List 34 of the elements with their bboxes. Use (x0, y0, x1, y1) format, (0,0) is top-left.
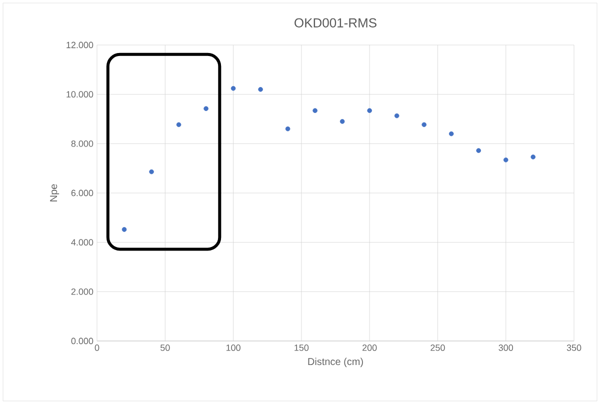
point (149, 169, 154, 174)
x-tick-label: 150 (294, 344, 309, 351)
x-tick-label: 200 (362, 344, 377, 351)
x-tick-label: 50 (160, 344, 170, 351)
y-tick-label: 0.000 (71, 338, 94, 344)
x-tick-label: 350 (566, 344, 582, 351)
point (204, 106, 208, 112)
point (340, 119, 345, 124)
y-tick-label: 6.000 (71, 190, 94, 196)
point (258, 86, 263, 92)
point (312, 108, 318, 114)
point (422, 122, 426, 128)
point (530, 154, 536, 160)
x-tick-label: 250 (430, 344, 445, 351)
y-tick-label: 4.000 (71, 239, 94, 246)
point (176, 122, 182, 128)
point (394, 113, 400, 118)
x-axis-title: Distnce (cm) (308, 358, 363, 368)
y-tick-label: 10.000 (66, 91, 94, 98)
y-tick-label: 12.000 (66, 42, 94, 48)
y-axis-title: Npe (50, 184, 60, 202)
point (122, 227, 127, 232)
chart-title: OKD001-RMS (294, 18, 376, 28)
point (367, 108, 372, 114)
x-tick-label: 0 (94, 344, 100, 351)
y-tick-label: 8.000 (71, 140, 94, 147)
point (285, 126, 290, 132)
x-tick-label: 100 (226, 344, 240, 351)
point (230, 86, 236, 91)
x-tick-label: 300 (498, 344, 514, 351)
point (448, 131, 454, 136)
y-tick-label: 2.000 (71, 288, 94, 295)
point (503, 158, 508, 162)
point (476, 148, 481, 153)
